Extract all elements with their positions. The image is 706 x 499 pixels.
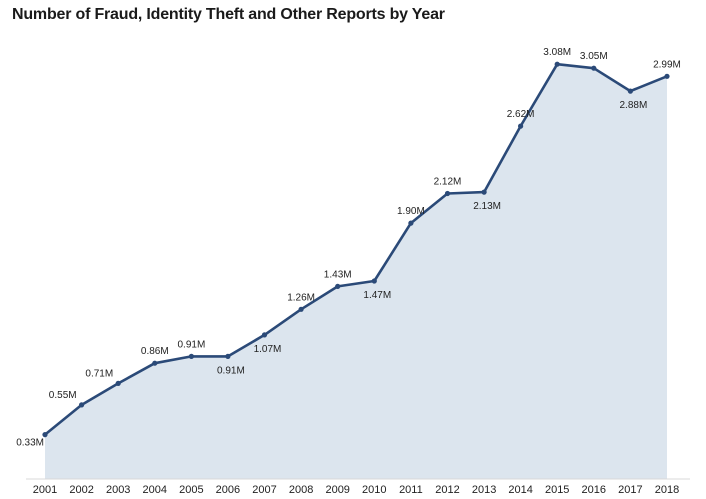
data-label-2014: 2.62M xyxy=(507,109,535,120)
data-label-2010: 1.47M xyxy=(363,290,391,301)
data-label-2015: 3.08M xyxy=(543,47,571,58)
data-points-layer xyxy=(42,61,670,438)
data-point-2004 xyxy=(152,360,158,366)
x-tick-label-2007: 2007 xyxy=(252,484,276,496)
data-label-2007: 1.07M xyxy=(254,344,282,355)
x-tick-label-2014: 2014 xyxy=(508,484,532,496)
x-tick-label-2015: 2015 xyxy=(545,484,569,496)
data-label-2017: 2.88M xyxy=(620,100,648,111)
series-line xyxy=(44,62,668,436)
x-tick-label-2010: 2010 xyxy=(362,484,386,496)
data-point-2018 xyxy=(664,73,670,79)
x-tick-labels-layer: 2001 2002 2003 2004 2005 2006 2007 2008 2009 2010… xyxy=(33,484,679,496)
x-tick-label-2006: 2006 xyxy=(216,484,240,496)
data-point-2003 xyxy=(115,380,121,386)
data-point-2002 xyxy=(79,402,85,408)
x-tick-label-2011: 2011 xyxy=(399,484,423,496)
data-label-2008: 1.26M xyxy=(287,292,315,303)
data-label-2004: 0.86M xyxy=(141,346,169,357)
x-tick-label-2005: 2005 xyxy=(179,484,203,496)
data-point-2010 xyxy=(371,278,377,284)
x-tick-label-2016: 2016 xyxy=(582,484,606,496)
data-point-2017 xyxy=(627,88,634,94)
data-point-2006 xyxy=(225,353,231,359)
data-point-2016 xyxy=(591,65,597,71)
x-tick-label-2003: 2003 xyxy=(106,484,130,496)
chart-title: Number of Fraud, Identity Theft and Othe… xyxy=(12,6,445,23)
area-fill xyxy=(45,64,667,479)
data-point-2009 xyxy=(335,283,341,289)
data-label-2002: 0.55M xyxy=(49,390,77,401)
x-tick-label-2012: 2012 xyxy=(435,484,459,496)
data-point-2013 xyxy=(481,189,487,195)
data-point-2005 xyxy=(188,353,194,359)
x-tick-label-2001: 2001 xyxy=(33,484,57,496)
data-point-2011 xyxy=(408,220,414,226)
data-label-2016: 3.05M xyxy=(580,51,608,62)
data-label-2012: 2.12M xyxy=(434,177,462,188)
data-label-2003: 0.71M xyxy=(85,368,113,379)
x-tick-label-2017: 2017 xyxy=(618,484,642,496)
series-line-layer xyxy=(44,62,668,436)
x-tick-label-2002: 2002 xyxy=(69,484,93,496)
data-label-2006: 0.91M xyxy=(217,365,245,376)
data-label-2013: 2.13M xyxy=(473,201,501,212)
x-tick-label-2013: 2013 xyxy=(472,484,496,496)
x-tick-label-2009: 2009 xyxy=(325,484,349,496)
data-label-2009: 1.43M xyxy=(324,269,352,280)
data-label-2011: 1.90M xyxy=(397,206,425,217)
area-fill-layer xyxy=(45,64,667,479)
data-point-2014 xyxy=(518,123,524,129)
data-point-2001 xyxy=(42,432,48,438)
data-point-2012 xyxy=(444,190,451,197)
data-label-2018: 2.99M xyxy=(653,59,681,70)
x-tick-label-2008: 2008 xyxy=(289,484,313,496)
data-point-2008 xyxy=(298,306,304,312)
data-labels-layer: 0.33M 0.55M 0.71M 0.86M 0.91M 0.91M 1.07M 1.26M… xyxy=(16,47,681,448)
data-label-2001: 0.33M xyxy=(16,438,44,449)
x-tick-label-2004: 2004 xyxy=(143,484,167,496)
x-tick-label-2018: 2018 xyxy=(655,484,679,496)
data-point-2015 xyxy=(554,61,560,67)
data-label-2005: 0.91M xyxy=(178,339,206,350)
data-point-2007 xyxy=(261,332,268,338)
